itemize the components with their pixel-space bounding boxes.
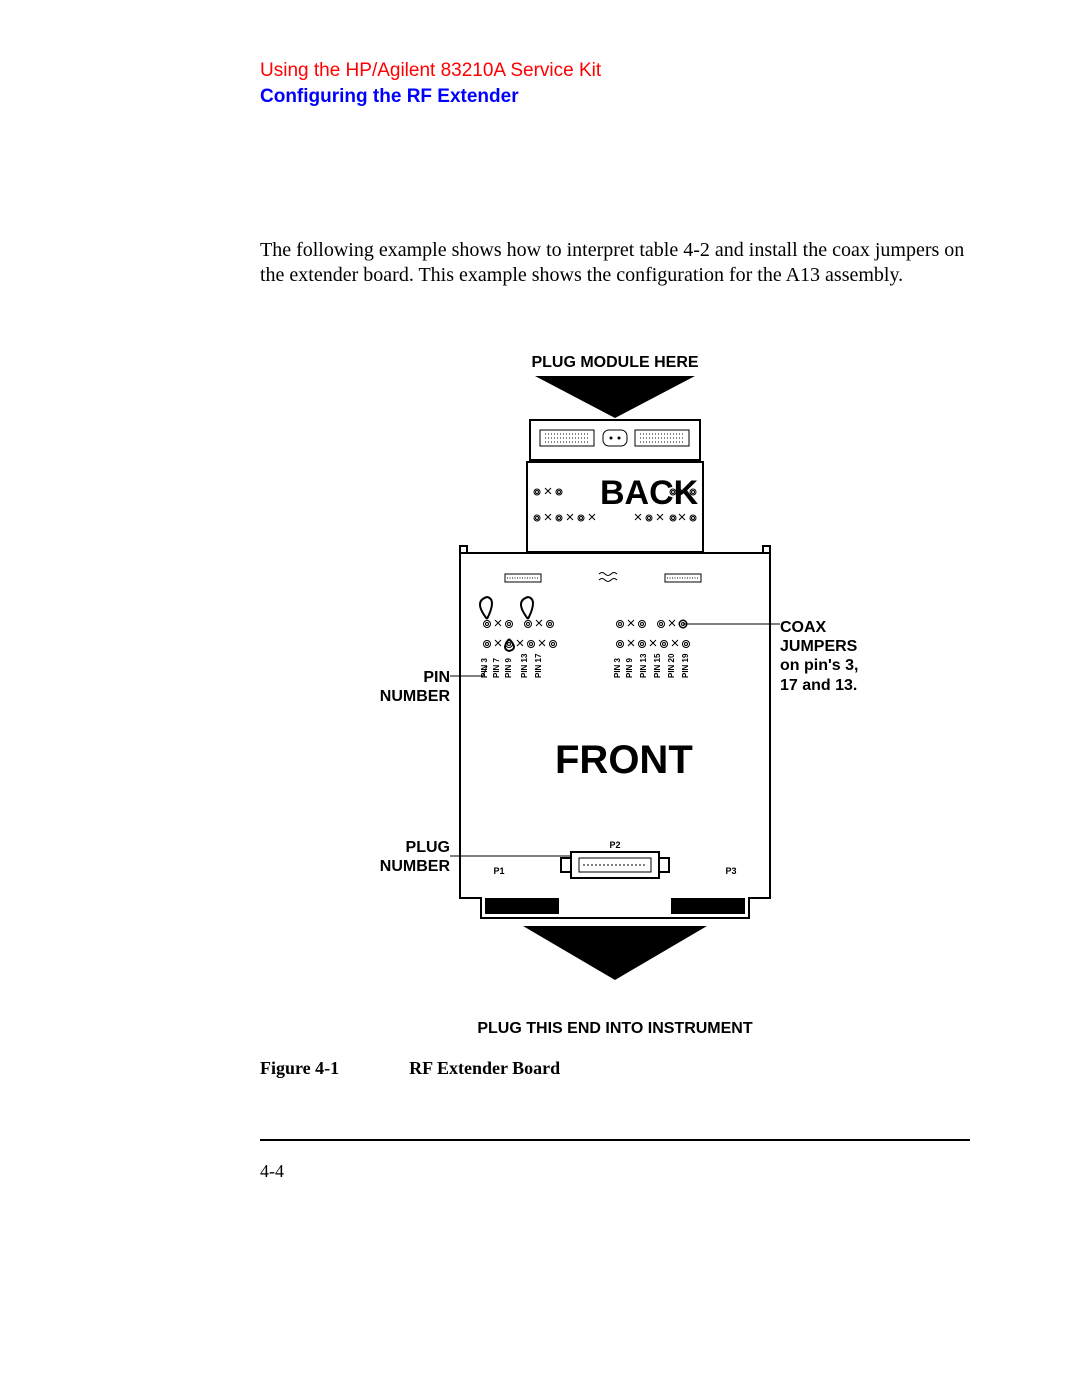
page-number: 4-4 [260,1161,970,1182]
svg-text:PIN 9: PIN 9 [625,657,634,678]
plug-module-label: PLUG MODULE HERE [531,353,698,372]
svg-text:PIN 19: PIN 19 [681,653,690,678]
svg-text:P2: P2 [609,840,620,850]
coax-jumpers-label: COAXJUMPERSon pin's 3,17 and 13. [780,618,930,695]
header-subtitle: Configuring the RF Extender [260,86,970,108]
pin-number-label: PINNUMBER [380,668,450,706]
body-paragraph: The following example shows how to inter… [260,238,970,288]
svg-text:PIN 20: PIN 20 [667,653,676,678]
figure-number: Figure 4-1 [260,1058,339,1079]
front-label: FRONT [555,738,693,783]
svg-text:P3: P3 [725,866,736,876]
svg-text:PIN 17: PIN 17 [534,653,543,678]
svg-text:PIN 3: PIN 3 [613,657,622,678]
svg-text:PIN 9: PIN 9 [504,657,513,678]
svg-text:PIN 3: PIN 3 [480,657,489,678]
svg-text:PIN 7: PIN 7 [492,657,501,678]
diagram-container: PLUG MODULE HERE [335,358,895,1018]
plug-end-label: PLUG THIS END INTO INSTRUMENT [415,1019,815,1038]
plug-number-label: PLUGNUMBER [380,838,450,876]
svg-text:PIN 13: PIN 13 [639,653,648,678]
svg-text:P1: P1 [493,866,504,876]
figure-caption: RF Extender Board [409,1058,560,1079]
back-label: BACK [600,474,698,513]
svg-text:PIN 15: PIN 15 [653,653,662,678]
svg-text:PIN 13: PIN 13 [520,653,529,678]
horizontal-rule [260,1139,970,1141]
header-title: Using the HP/Agilent 83210A Service Kit [260,60,970,82]
